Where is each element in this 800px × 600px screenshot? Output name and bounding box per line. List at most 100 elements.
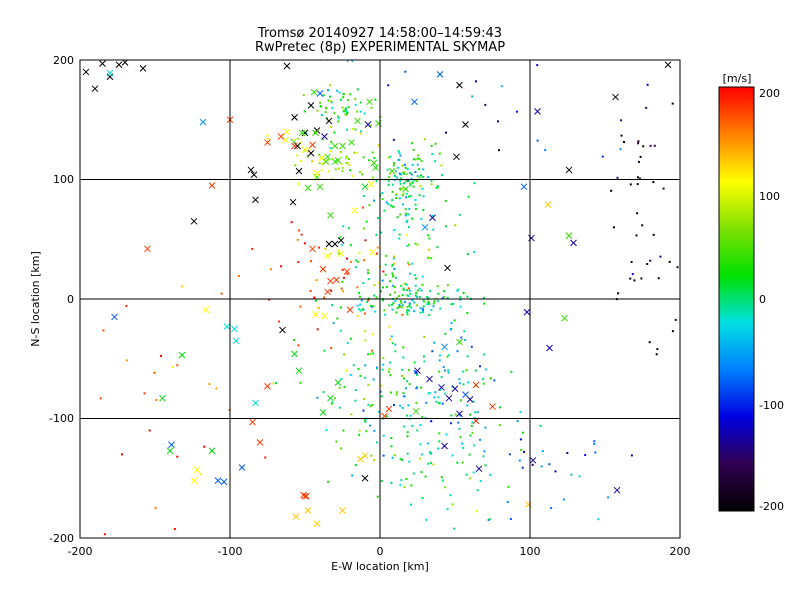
x-tick-label: -200 <box>68 545 93 558</box>
data-point-dot <box>439 388 442 391</box>
data-point-dot <box>484 368 487 371</box>
data-point-cross <box>99 60 106 67</box>
data-point-dot <box>377 144 380 147</box>
data-point-dot <box>181 285 183 288</box>
data-point-dot <box>408 263 411 266</box>
data-point-cross <box>249 418 256 426</box>
data-point-dot <box>391 272 394 275</box>
data-point-dot <box>353 151 356 154</box>
data-point-dot <box>416 295 418 298</box>
data-point-dot <box>371 151 374 154</box>
data-point-dot <box>372 176 375 179</box>
data-point-cross <box>429 214 436 222</box>
data-point-dot <box>396 166 399 169</box>
data-point-dot <box>421 497 424 499</box>
data-point-dot <box>420 217 423 220</box>
data-point-dot <box>441 174 443 177</box>
data-point-dot <box>631 273 634 276</box>
data-point-cross <box>565 166 573 174</box>
data-point-dot <box>363 312 366 315</box>
data-point-dot <box>413 179 416 182</box>
data-point-dot <box>427 176 430 179</box>
data-point-cross <box>307 149 315 157</box>
data-point-dot <box>400 302 403 305</box>
data-point-dot <box>297 344 300 347</box>
data-point-dot <box>414 294 417 297</box>
data-point-dot <box>356 110 359 113</box>
data-point-dot <box>337 117 340 120</box>
data-point-dot <box>444 332 447 335</box>
data-point-cross <box>361 183 369 191</box>
data-point-cross <box>223 323 231 330</box>
data-point-dot <box>410 262 413 265</box>
data-point-dot <box>482 296 485 299</box>
data-point-dot <box>390 335 393 338</box>
data-point-dot <box>342 276 345 279</box>
data-point-dot <box>393 286 396 288</box>
data-point-dot <box>290 221 293 224</box>
data-point-dot <box>347 106 350 109</box>
data-point-cross <box>220 478 228 486</box>
data-point-dot <box>431 153 434 155</box>
data-point-dot <box>465 473 468 476</box>
data-point-dot <box>405 478 408 480</box>
data-point-dot <box>459 399 462 402</box>
data-point-dot <box>610 189 613 192</box>
data-point-dot <box>347 99 349 102</box>
data-point-dot <box>398 305 401 308</box>
data-point-dot <box>377 410 380 413</box>
data-point-dot <box>399 483 402 486</box>
data-point-dot <box>466 253 469 256</box>
data-point-dot <box>381 279 384 282</box>
data-point-dot <box>399 188 402 191</box>
data-point-cross <box>444 264 451 272</box>
data-point-dot <box>375 233 378 236</box>
data-point-dot <box>447 369 450 372</box>
data-point-dot <box>404 70 407 73</box>
data-point-dot <box>371 352 374 355</box>
data-point-dot <box>404 166 407 169</box>
data-point-dot <box>482 455 485 458</box>
data-point-dot <box>369 353 372 356</box>
data-point-dot <box>444 369 446 372</box>
data-point-dot <box>364 376 367 379</box>
data-point-cross <box>343 268 351 275</box>
data-point-dot <box>340 306 342 309</box>
data-point-dot <box>390 481 393 484</box>
data-point-dot <box>424 475 427 478</box>
data-point-dot <box>325 429 328 432</box>
data-point-dot <box>345 113 348 116</box>
data-point-dot <box>536 64 539 67</box>
data-point-dot <box>414 171 417 173</box>
data-point-dot <box>427 301 430 304</box>
data-point-dot <box>310 260 312 263</box>
data-point-dot <box>471 431 474 434</box>
data-point-dot <box>391 342 394 345</box>
data-point-dot <box>413 274 416 277</box>
data-point-dot <box>337 252 340 255</box>
data-point-dot <box>264 456 267 459</box>
data-point-dot <box>453 527 456 530</box>
data-point-dot <box>418 176 421 179</box>
data-point-dot <box>349 244 352 247</box>
data-point-dot <box>383 209 386 212</box>
data-point-dot <box>401 164 404 167</box>
colorbar <box>718 86 755 512</box>
data-point-dot <box>469 434 472 437</box>
data-point-dot <box>387 156 390 159</box>
data-point-dot <box>646 263 649 265</box>
data-point-dot <box>268 298 271 301</box>
data-point-dot <box>520 448 523 451</box>
data-point-cross <box>544 201 552 208</box>
data-point-dot <box>454 224 457 227</box>
data-point-dot <box>550 507 553 510</box>
data-point-dot <box>342 93 345 96</box>
data-point-dot <box>340 243 343 246</box>
data-point-dot <box>362 206 364 209</box>
data-point-dot <box>404 300 406 303</box>
data-point-dot <box>396 307 399 310</box>
data-point-dot <box>507 485 510 488</box>
data-point-dot <box>349 93 352 96</box>
data-point-dot <box>409 182 411 185</box>
data-point-dot <box>294 138 297 141</box>
